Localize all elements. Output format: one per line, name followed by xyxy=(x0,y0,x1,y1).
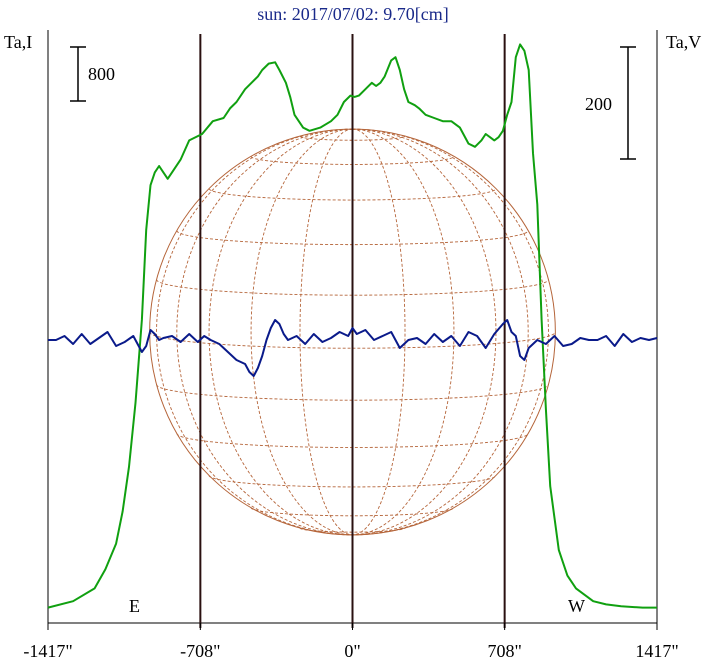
latitude-line xyxy=(156,384,549,401)
scale-bar-right: 200 xyxy=(585,46,636,160)
x-tick-label: -1417" xyxy=(23,641,72,661)
longitude-line xyxy=(299,128,353,536)
latitude-line xyxy=(208,475,497,488)
scale-bar-left-value: 800 xyxy=(88,64,115,84)
chart-title: sun: 2017/07/02: 9.70[cm] xyxy=(257,4,449,24)
x-axis-ticks: -1417" -708" 0" 708" 1417" xyxy=(23,623,679,661)
limb-lines xyxy=(199,34,506,628)
limb-label-west: W xyxy=(568,596,585,616)
series-layer xyxy=(47,43,658,609)
latitude-line xyxy=(156,279,549,296)
scale-bar-left: 800 xyxy=(70,46,115,102)
longitude-line xyxy=(250,128,353,536)
longitude-line xyxy=(352,128,497,536)
stokes-v-line xyxy=(48,319,658,377)
longitude-line xyxy=(352,128,529,536)
latitude-line xyxy=(299,527,406,533)
latitude-line xyxy=(299,135,406,141)
x-tick-label: 0" xyxy=(344,641,360,661)
x-tick-label: 708" xyxy=(487,641,521,661)
right-axis-label: Ta,V xyxy=(666,32,701,52)
longitude-line xyxy=(352,128,455,536)
scale-bar-right-value: 200 xyxy=(585,94,612,114)
longitude-line xyxy=(208,128,353,536)
x-tick-label: 1417" xyxy=(635,641,678,661)
x-tick-label: -708" xyxy=(180,641,220,661)
longitude-line xyxy=(176,128,353,536)
solar-disk-grid xyxy=(149,128,556,536)
longitude-line xyxy=(352,128,549,536)
left-axis-label: Ta,I xyxy=(4,32,32,52)
latitude-line xyxy=(208,188,497,201)
longitude-line xyxy=(352,128,406,536)
longitude-line xyxy=(156,128,353,536)
limb-label-east: E xyxy=(129,596,140,616)
stokes-i-line xyxy=(47,43,657,609)
